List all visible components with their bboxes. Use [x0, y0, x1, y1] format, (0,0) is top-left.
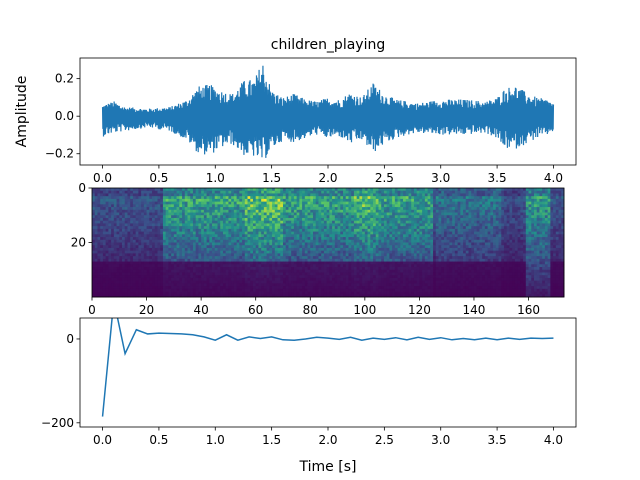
waveform-x-tick-label: 2.5: [375, 171, 394, 185]
waveform-y-axis-label: Amplitude: [14, 76, 30, 148]
line-y-tick-label: 0: [66, 332, 74, 346]
line-x-tick-label: 4.0: [544, 433, 563, 447]
line-y-tick-label: −200: [41, 416, 74, 430]
spectrogram-x-tick-label: 0: [88, 303, 96, 317]
spectrogram-x-tick-label: 100: [353, 303, 376, 317]
line-x-tick-label: 0.5: [149, 433, 168, 447]
waveform-y-tick-label: −0.2: [45, 147, 74, 161]
spectrogram-x-tick-label: 120: [408, 303, 431, 317]
waveform-x-tick-label: 1.0: [206, 171, 225, 185]
waveform-y-tick-label: 0.0: [55, 109, 74, 123]
spectrogram-x-tick-label: 140: [463, 303, 486, 317]
spectrogram-y-tick-label: 0: [78, 181, 86, 195]
waveform-x-tick-label: 2.0: [318, 171, 337, 185]
waveform-y-tick-label: 0.2: [55, 72, 74, 86]
line-x-tick-label: 1.5: [262, 433, 281, 447]
waveform-x-tick-label: 0.0: [93, 171, 112, 185]
spectrogram-x-tick-label: 20: [139, 303, 154, 317]
spectrogram-x-tick-label: 160: [517, 303, 540, 317]
spectrogram-y-tick-label: 20: [71, 236, 86, 250]
waveform-x-tick-label: 0.5: [149, 171, 168, 185]
line-x-tick-label: 2.5: [375, 433, 394, 447]
mfcc-line-axes: 0.0 0.5 1.0 1.5 2.0 2.5 3.0 3.5 4.0 −200 0 Time [s]: [41, 317, 577, 475]
chart-title: children_playing: [271, 37, 385, 53]
waveform-x-tick-label: 3.5: [488, 171, 507, 185]
line-x-tick-label: 2.0: [318, 433, 337, 447]
spectrogram-x-tick-label: 60: [248, 303, 263, 317]
line-x-tick-label: 0.0: [93, 433, 112, 447]
waveform-axes: 0.0 0.5 1.0 1.5 2.0 2.5 3.0 3.5 4.0 −0.2 0.0 0.2 chi…: [14, 37, 577, 185]
line-x-tick-label: 3.5: [488, 433, 507, 447]
spectrogram-x-tick-label: 80: [303, 303, 318, 317]
x-axis-label: Time [s]: [299, 459, 357, 475]
waveform-line: [101, 65, 555, 158]
series-line: [101, 318, 554, 417]
spectrogram-axes: 0 20 40 60 80 100 120 140 160 0 20: [71, 181, 565, 317]
waveform-x-tick-label: 1.5: [262, 171, 281, 185]
spectrogram-x-tick-label: 40: [193, 303, 208, 317]
waveform-x-tick-label: 3.0: [431, 171, 450, 185]
line-x-tick-label: 1.0: [206, 433, 225, 447]
line-x-tick-label: 3.0: [431, 433, 450, 447]
spectrogram-image: [92, 188, 565, 298]
waveform-x-tick-label: 4.0: [544, 171, 563, 185]
